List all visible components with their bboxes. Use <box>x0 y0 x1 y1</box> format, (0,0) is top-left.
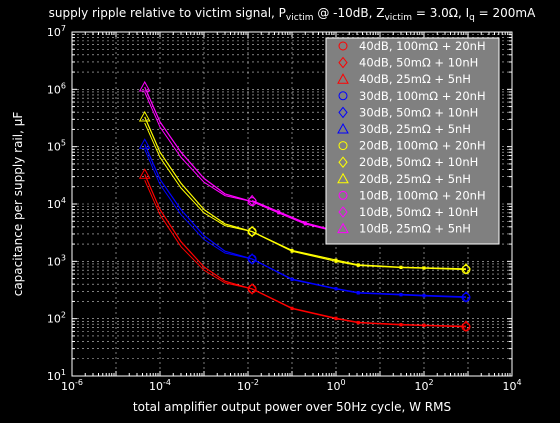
y-tick-label: 103 <box>47 253 66 268</box>
series-line <box>144 144 253 260</box>
legend-label: 10dB, 50mΩ + 10nH <box>359 205 478 219</box>
y-axis-label: capacitance per supply rail, µF <box>11 112 25 297</box>
series-marker <box>138 138 151 149</box>
x-axis-label: total amplifier output power over 50Hz c… <box>133 400 451 414</box>
y-tick-label: 106 <box>47 81 66 96</box>
legend-marker <box>337 122 349 134</box>
y-tick-label: 101 <box>47 368 66 383</box>
series-point <box>399 292 403 296</box>
legend-marker <box>338 41 348 51</box>
series-point <box>356 291 360 295</box>
legend-label: 30dB, 50mΩ + 10nH <box>359 105 478 119</box>
x-tick-label: 100 <box>326 378 345 393</box>
x-tick-label: 104 <box>502 378 521 393</box>
series-marker <box>461 291 471 303</box>
axis-ticks: 10-6 10-4 10-2 100 102 104 101 102 103 104 105 106 1… <box>47 24 522 393</box>
series-point <box>399 265 403 269</box>
legend-marker <box>337 222 349 234</box>
legend-marker <box>338 91 348 101</box>
legend-label: 10dB, 25mΩ + 5nH <box>359 222 471 236</box>
series-marker <box>138 168 151 179</box>
x-tick-label: 10-2 <box>237 378 259 393</box>
series-point <box>422 293 426 297</box>
series-marker <box>138 80 151 92</box>
curve-line <box>144 149 253 260</box>
series-marker <box>138 110 151 122</box>
legend-box <box>325 37 500 245</box>
series-point <box>399 323 403 327</box>
series-marker <box>247 253 257 265</box>
series-marker <box>247 194 257 207</box>
x-tick-label: 10-6 <box>61 378 83 393</box>
legend: 40dB, 100mΩ + 20nH 40dB, 50mΩ + 10nH 40dB,… <box>325 37 500 245</box>
legend-label: 10dB, 100mΩ + 20nH <box>359 188 486 202</box>
series-line <box>251 199 337 232</box>
legend-marker <box>337 73 349 84</box>
series-point <box>277 210 281 214</box>
legend-label: 20dB, 50mΩ + 10nH <box>359 155 478 169</box>
legend-marker <box>338 156 348 169</box>
legend-label: 20dB, 100mΩ + 20nH <box>359 139 486 153</box>
series-marker <box>461 263 471 275</box>
series-point <box>422 323 426 327</box>
legend-label: 20dB, 25mΩ + 5nH <box>359 172 471 186</box>
series-line <box>251 201 337 233</box>
series-point <box>356 320 360 324</box>
legend-label: 40dB, 100mΩ + 20nH <box>359 39 486 53</box>
series-point <box>334 316 338 320</box>
legend-marker <box>338 141 348 151</box>
x-tick-label: 10-4 <box>149 378 171 393</box>
series-point <box>290 277 294 281</box>
series-point <box>290 248 294 252</box>
legend-label: 40dB, 50mΩ + 10nH <box>359 56 478 70</box>
series-point <box>303 221 307 225</box>
legend-marker <box>337 172 349 184</box>
series-marker <box>461 320 471 332</box>
series-point <box>290 306 294 310</box>
legend-entries: 40dB, 100mΩ + 20nH 40dB, 50mΩ + 10nH 40dB,… <box>337 39 486 236</box>
curve-line <box>144 179 253 290</box>
legend-marker <box>338 206 348 218</box>
y-tick-label: 102 <box>47 311 66 326</box>
legend-label: 40dB, 25mΩ + 5nH <box>359 72 471 86</box>
series-marker <box>247 225 257 238</box>
series-point <box>334 287 338 291</box>
series-point <box>334 258 338 262</box>
series-point <box>356 263 360 267</box>
series-line <box>144 174 253 290</box>
y-tick-label: 105 <box>47 139 66 154</box>
series-marker <box>247 283 257 295</box>
legend-marker <box>338 190 348 200</box>
chart-title: supply ripple relative to victim signal,… <box>49 6 536 23</box>
series-point <box>422 266 426 270</box>
curve-line <box>144 122 253 233</box>
y-tick-label: 104 <box>47 196 66 211</box>
legend-label: 30dB, 25mΩ + 5nH <box>359 122 471 136</box>
legend-marker <box>338 56 348 69</box>
series-line <box>144 116 253 233</box>
curve-line <box>144 91 253 203</box>
data-layer <box>138 80 471 332</box>
series-line <box>144 86 253 203</box>
legend-label: 30dB, 100mΩ + 20nH <box>359 89 486 103</box>
legend-marker <box>338 106 348 119</box>
y-tick-label: 107 <box>47 24 66 39</box>
x-tick-label: 102 <box>414 378 433 393</box>
